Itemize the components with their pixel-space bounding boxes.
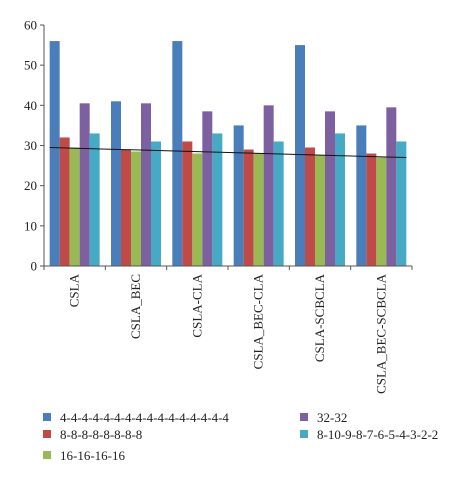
trendline	[49, 147, 407, 159]
bar-3-6	[376, 157, 387, 266]
bar-1-3	[172, 41, 183, 266]
bar-3-5	[315, 155, 325, 266]
y-tick-label-50: 50	[24, 58, 37, 73]
y-tick-label-30: 30	[24, 138, 37, 153]
bar-4-1	[79, 103, 90, 266]
bar-3-2	[131, 151, 141, 266]
bar-1-4	[233, 125, 244, 267]
bar-4-4	[263, 105, 274, 266]
bar-5-6	[396, 141, 407, 266]
bar-1-5	[295, 45, 305, 267]
y-tick-label-40: 40	[24, 98, 37, 113]
bar-5-5	[335, 133, 345, 266]
bar-5-1	[89, 133, 100, 266]
category-label-1: CSLA	[67, 273, 82, 307]
bar-5-3	[212, 133, 223, 266]
bar-2-5	[305, 147, 315, 266]
legend-label-2: 8-8-8-8-8-8-8-8	[60, 427, 142, 442]
bar-2-3	[182, 141, 193, 266]
category-label-2: CSLA_BEC	[128, 274, 143, 339]
y-tick-label-10: 10	[24, 218, 37, 233]
y-tick-label-20: 20	[24, 178, 37, 193]
category-label-5: CSLA-SCBCLA	[312, 273, 327, 362]
bar-5-4	[273, 141, 284, 266]
y-tick-label-60: 60	[24, 18, 37, 33]
legend-label-4: 32-32	[317, 410, 347, 425]
category-label-4: CSLA_BEC-CLA	[251, 273, 266, 369]
bar-1-6	[356, 125, 367, 267]
y-tick-label-0: 0	[31, 259, 38, 274]
bar-5-2	[151, 141, 161, 266]
bar-3-4	[253, 153, 264, 266]
bar-2-2	[121, 149, 131, 266]
bar-4-5	[325, 111, 335, 266]
bar-4-6	[386, 107, 397, 266]
bar-2-6	[366, 153, 377, 266]
category-label-6: CSLA_BEC-SCBCLA	[373, 273, 388, 394]
bar-2-4	[243, 149, 254, 266]
legend-swatch-1	[43, 413, 51, 421]
bar-3-3	[192, 153, 203, 266]
legend-swatch-2	[43, 430, 51, 438]
bar-1-1	[49, 41, 60, 266]
bar-3-1	[69, 147, 80, 266]
bar-2-1	[59, 137, 70, 266]
category-label-3: CSLA-CLA	[189, 273, 204, 337]
bar-4-2	[141, 103, 151, 266]
legend-label-5: 8-10-9-8-7-6-5-4-3-2-2	[317, 427, 438, 442]
legend-label-3: 16-16-16-16	[60, 448, 125, 463]
legend-swatch-3	[43, 451, 51, 459]
legend-label-1: 4-4-4-4-4-4-4-4-4-4-4-4-4-4-4-4	[60, 410, 229, 425]
legend-swatch-4	[300, 413, 308, 421]
bar-4-3	[202, 111, 213, 266]
legend-swatch-5	[300, 430, 308, 438]
bar-1-2	[111, 101, 121, 266]
